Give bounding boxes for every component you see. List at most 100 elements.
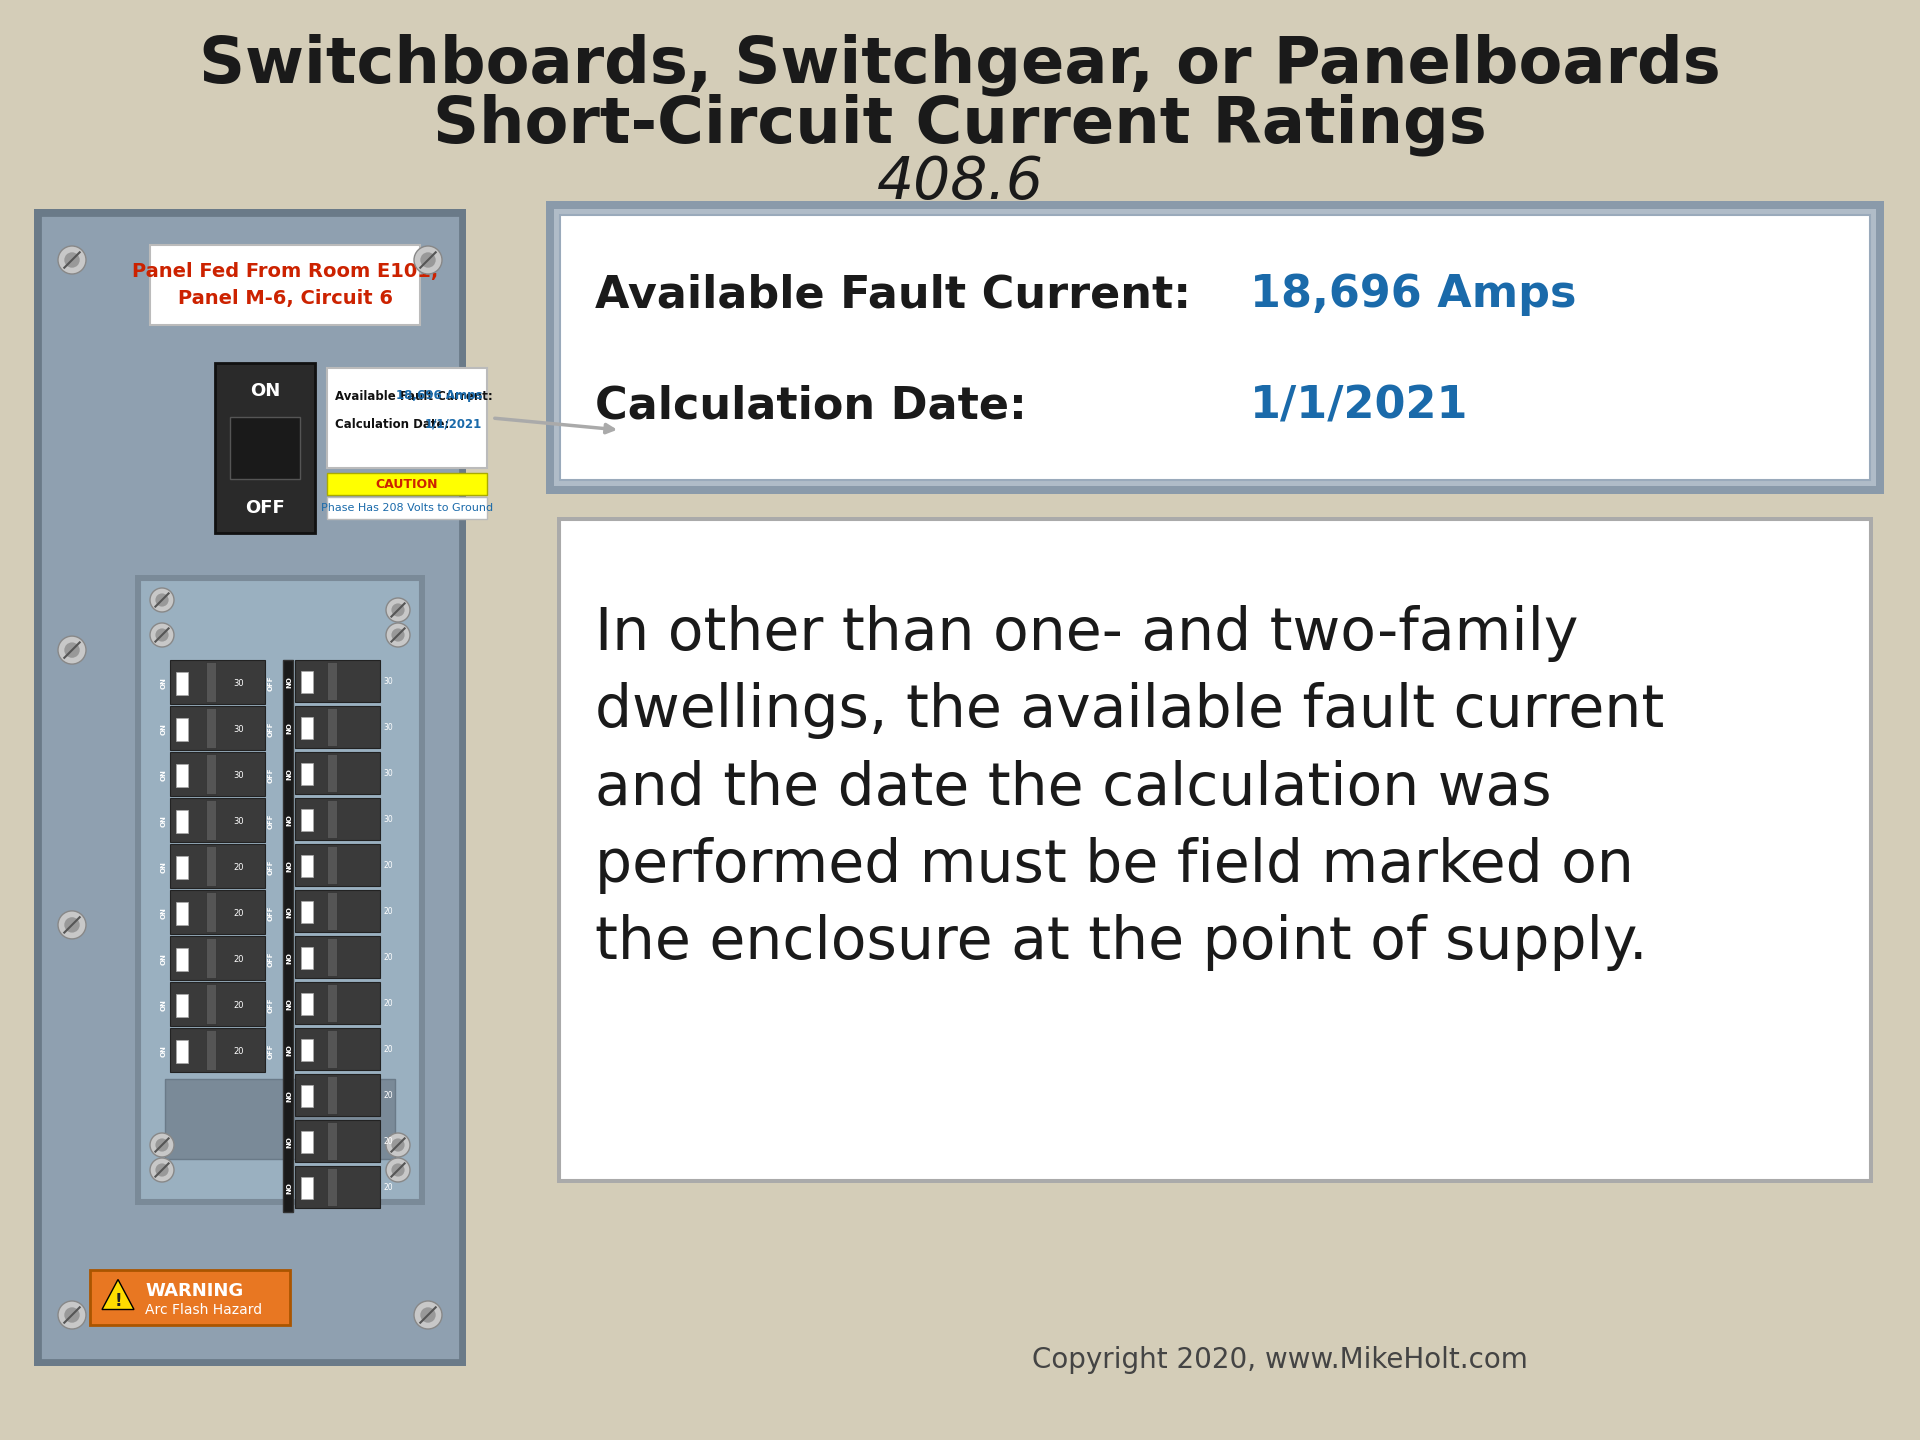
Bar [215, 363, 315, 533]
Text: 1/1/2021: 1/1/2021 [1250, 384, 1469, 428]
Bar [177, 994, 188, 1017]
Text: OFF: OFF [269, 952, 275, 966]
Bar [40, 215, 461, 1359]
Text: 30: 30 [382, 677, 394, 687]
Polygon shape [102, 1280, 134, 1309]
Bar [177, 809, 188, 832]
Bar [177, 1040, 188, 1063]
Bar [140, 580, 420, 1200]
Bar [205, 662, 217, 701]
Text: NO: NO [286, 675, 292, 688]
Bar [177, 901, 188, 924]
Circle shape [63, 917, 81, 933]
Text: 20: 20 [382, 999, 392, 1008]
Bar [301, 994, 313, 1015]
Bar [326, 755, 338, 792]
Bar [35, 209, 467, 1367]
Bar [301, 948, 313, 969]
Text: 30: 30 [382, 815, 394, 825]
Text: In other than one- and two-family
dwellings, the available fault current
and the: In other than one- and two-family dwelli… [595, 605, 1665, 971]
Text: 20: 20 [382, 1138, 392, 1146]
Circle shape [420, 252, 436, 268]
Bar [171, 798, 265, 842]
Text: 30: 30 [232, 724, 244, 733]
Text: Short-Circuit Current Ratings: Short-Circuit Current Ratings [434, 94, 1486, 157]
Circle shape [58, 636, 86, 664]
Bar [561, 215, 1870, 480]
Circle shape [150, 588, 175, 612]
Text: 20: 20 [382, 907, 392, 916]
Bar [326, 708, 338, 746]
Text: Panel Fed From Room E101,
Panel M-6, Circuit 6: Panel Fed From Room E101, Panel M-6, Cir… [132, 262, 438, 308]
Text: 30: 30 [232, 816, 244, 825]
Bar [177, 855, 188, 878]
Bar [301, 1130, 313, 1153]
Bar [171, 844, 265, 888]
Bar [301, 1176, 313, 1200]
Text: NO: NO [286, 998, 292, 1009]
Text: ON: ON [161, 861, 167, 873]
Circle shape [156, 1139, 169, 1152]
Bar [301, 1040, 313, 1061]
Bar [90, 1270, 290, 1325]
Text: 20: 20 [232, 909, 244, 917]
Bar [205, 891, 217, 932]
Bar [171, 752, 265, 796]
Text: OFF: OFF [269, 1043, 275, 1058]
Text: 408.6: 408.6 [877, 154, 1043, 212]
Bar [555, 209, 1876, 487]
Text: OFF: OFF [269, 721, 275, 737]
Text: 30: 30 [232, 678, 244, 687]
Bar [171, 890, 265, 935]
Circle shape [63, 252, 81, 268]
Bar [296, 936, 380, 978]
Text: OFF: OFF [269, 814, 275, 829]
Bar [301, 671, 313, 693]
Bar [205, 984, 217, 1024]
Circle shape [420, 1308, 436, 1323]
Circle shape [392, 603, 405, 616]
Text: CAUTION: CAUTION [376, 478, 438, 491]
Circle shape [150, 624, 175, 647]
Text: ON: ON [161, 723, 167, 734]
Bar [171, 1028, 265, 1071]
Text: NO: NO [286, 1136, 292, 1148]
Bar [205, 708, 217, 747]
Text: NO: NO [286, 952, 292, 963]
Circle shape [386, 1133, 411, 1156]
Bar [326, 984, 338, 1022]
Bar [171, 982, 265, 1025]
Bar [326, 662, 338, 700]
Text: 20: 20 [382, 1184, 392, 1192]
Text: ON: ON [161, 677, 167, 688]
Text: 200: 200 [242, 438, 288, 458]
Text: 20: 20 [382, 1045, 392, 1054]
Bar [326, 937, 338, 976]
Text: 18,696 Amps: 18,696 Amps [396, 389, 482, 403]
Bar [205, 755, 217, 793]
Bar [296, 1028, 380, 1070]
Text: OFF: OFF [246, 500, 284, 517]
Bar [301, 901, 313, 923]
Text: ON: ON [250, 382, 280, 400]
Text: NO: NO [286, 906, 292, 917]
Bar [296, 706, 380, 747]
Text: Phase Has 208 Volts to Ground: Phase Has 208 Volts to Ground [321, 503, 493, 513]
Circle shape [415, 1300, 442, 1329]
Bar [171, 936, 265, 981]
Bar [282, 660, 294, 1212]
Circle shape [150, 1158, 175, 1182]
Bar [557, 517, 1874, 1184]
Text: 20: 20 [232, 955, 244, 963]
Text: 20: 20 [232, 1001, 244, 1009]
Text: 20: 20 [382, 861, 392, 871]
Text: NO: NO [286, 721, 292, 734]
Bar [171, 660, 265, 704]
Bar [296, 1166, 380, 1208]
Circle shape [415, 246, 442, 274]
Text: NO: NO [286, 1182, 292, 1194]
Bar [205, 801, 217, 840]
Circle shape [392, 628, 405, 642]
Circle shape [156, 1164, 169, 1176]
Text: ON: ON [161, 1045, 167, 1057]
